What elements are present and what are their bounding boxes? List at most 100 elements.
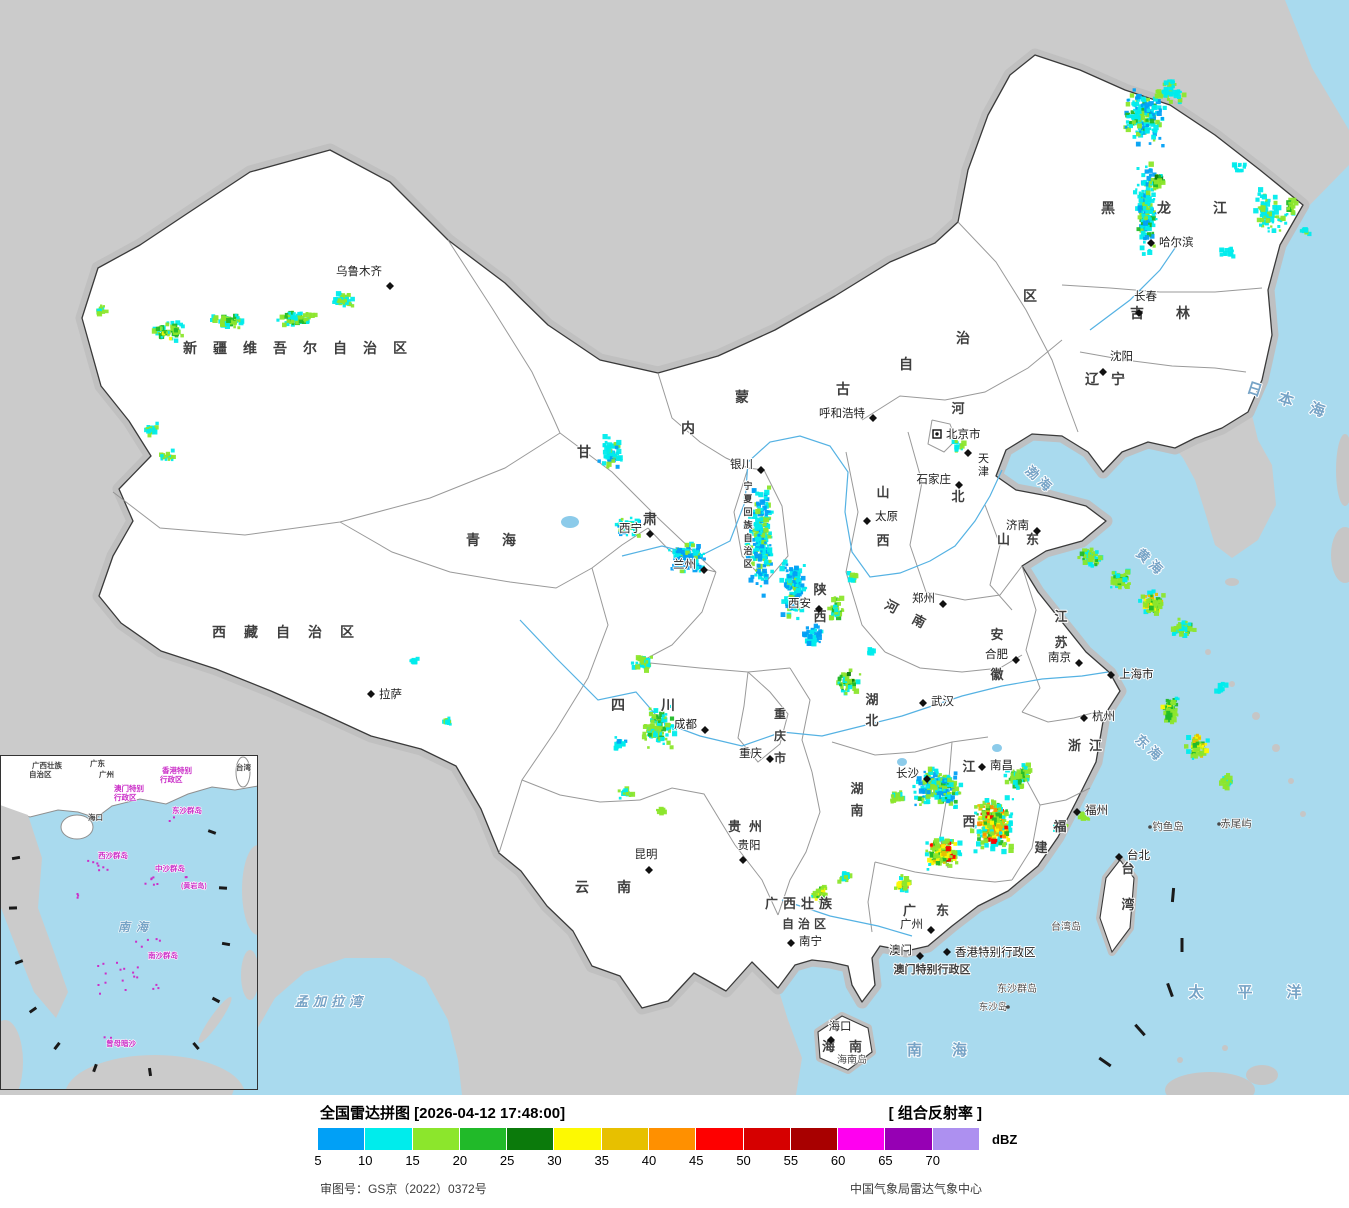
colorbar-tick-65: 65	[878, 1153, 893, 1168]
inset-taiwan	[235, 756, 251, 788]
radar-echo-cluster	[1123, 88, 1167, 148]
radar-echo-cluster	[1219, 773, 1233, 791]
city-marker	[964, 449, 972, 457]
dash-segment	[1098, 1056, 1112, 1068]
dongting-lake	[897, 758, 907, 766]
radar-echo-cluster	[1219, 246, 1236, 259]
radar-echo-cluster	[409, 656, 420, 665]
dash-segment	[1170, 887, 1176, 903]
city-label: 贵阳	[738, 839, 761, 852]
city-label: 南京	[1048, 650, 1071, 664]
city-label: 南昌	[990, 758, 1013, 772]
province-label: 吉林	[1130, 305, 1222, 321]
province-label: 自	[899, 356, 913, 372]
china-landmass	[81, 54, 1304, 1009]
inset-label: 香港特别	[161, 765, 192, 775]
radar-echo-cluster	[1286, 197, 1299, 216]
city-marker	[1115, 853, 1123, 861]
city-marker	[700, 566, 708, 574]
province-label: 福	[1052, 819, 1066, 834]
colorbar-cell-65	[885, 1128, 932, 1150]
qinghai-lake	[561, 516, 579, 528]
city-label: 海口	[829, 1019, 852, 1033]
inset-label: 广州	[99, 769, 114, 779]
province-label: 澳门特别行政区	[894, 962, 971, 976]
map-approval-number: 审图号：GS京（2022）0372号	[320, 1182, 487, 1196]
dash-segment	[92, 1063, 98, 1073]
city-label: 长春	[1134, 290, 1157, 303]
radar-echo-cluster	[656, 806, 667, 816]
radar-echo-cluster	[641, 704, 678, 750]
radar-echo-layer	[96, 79, 1312, 905]
city-marker	[1147, 239, 1155, 247]
inset-hainan	[60, 814, 94, 840]
province-label: 广东	[903, 903, 969, 918]
province-label: 古	[836, 381, 850, 397]
radar-echo-cluster	[668, 541, 706, 574]
province-label: 贵州	[728, 819, 770, 834]
colorbar-cell-45	[696, 1128, 743, 1150]
colorbar-cell-25	[507, 1128, 554, 1150]
island-label: 东沙群岛	[997, 982, 1037, 995]
inset-label: 台湾	[236, 762, 251, 772]
inset-nine-dash-line	[8, 829, 231, 1077]
radar-echo-cluster	[951, 439, 967, 453]
province-label: 黑龙江	[1101, 200, 1269, 216]
province-label: 辽宁	[1085, 371, 1137, 387]
province-label: 建	[1034, 840, 1047, 855]
radar-echo-cluster	[1184, 733, 1210, 760]
radar-echo-cluster	[1133, 161, 1158, 256]
radar-echo-cluster	[912, 766, 964, 809]
radar-echo-cluster	[96, 304, 109, 317]
radar-echo-cluster	[1231, 162, 1247, 173]
dbz-unit-label: dBZ	[992, 1132, 1018, 1147]
radar-echo-cluster	[630, 655, 653, 673]
city-marker	[869, 414, 877, 422]
inset-label: 中沙群岛	[155, 863, 185, 873]
dash-segment	[11, 855, 21, 861]
dash-segment	[192, 1041, 200, 1051]
island-label: 东沙岛	[979, 1001, 1008, 1013]
dash-segment	[53, 1041, 61, 1051]
province-label: 山东	[997, 532, 1055, 547]
province-label: 新疆维吾尔自治区	[183, 340, 423, 356]
data-source-label: 中国气象局雷达气象中心	[849, 1182, 982, 1196]
city-marker	[1012, 656, 1020, 664]
inset-label: 东沙群岛	[172, 805, 202, 815]
city-label: 台北	[1127, 848, 1150, 862]
city-marker	[1099, 368, 1107, 376]
sea-bay-of-bengal	[232, 958, 462, 1095]
province-label: 浙江	[1068, 738, 1110, 753]
inset-label: 自治区	[29, 769, 52, 779]
city-label: 昆明	[635, 848, 658, 861]
city-label: 西安	[788, 596, 811, 610]
province-label: 湖北	[865, 692, 878, 728]
radar-echo-cluster	[969, 795, 1014, 855]
dash-segment	[1166, 982, 1174, 998]
capital-marker-dot	[935, 432, 939, 436]
colorbar-cell-15	[412, 1128, 459, 1150]
radar-echo-cluster	[836, 668, 862, 696]
inset-label: 行政区	[159, 774, 183, 784]
china-radar-map: 新疆维吾尔自治区西藏自治区青海甘肃四川云南贵州重庆市广西壮族自治区海南湖南湖北河…	[0, 0, 1349, 1108]
radar-echo-cluster	[159, 448, 176, 462]
legend-panel: 全国雷达拼图 [2026-04-12 17:48:00] [ 组合反射率 ] 5…	[0, 1095, 1349, 1208]
province-label: 治	[956, 330, 970, 346]
province-label: 肃	[643, 511, 657, 527]
sea-label: 孟加拉湾	[295, 994, 367, 1009]
hainan-island	[817, 1015, 873, 1071]
colorbar-cell-30	[554, 1128, 601, 1150]
city-marker	[386, 282, 394, 290]
inset-label: 广西壮族	[32, 760, 62, 770]
colorbar-tick-10: 10	[358, 1153, 373, 1168]
city-marker	[766, 755, 774, 763]
city-label: 沈阳	[1110, 349, 1133, 363]
province-label: 西藏自治区	[212, 624, 372, 640]
colorbar-cell-60	[838, 1128, 885, 1150]
poyang-lake	[992, 744, 1002, 752]
radar-echo-cluster	[1077, 811, 1091, 821]
colorbar-cell-40	[649, 1128, 696, 1150]
radar-echo-cluster	[442, 716, 452, 726]
